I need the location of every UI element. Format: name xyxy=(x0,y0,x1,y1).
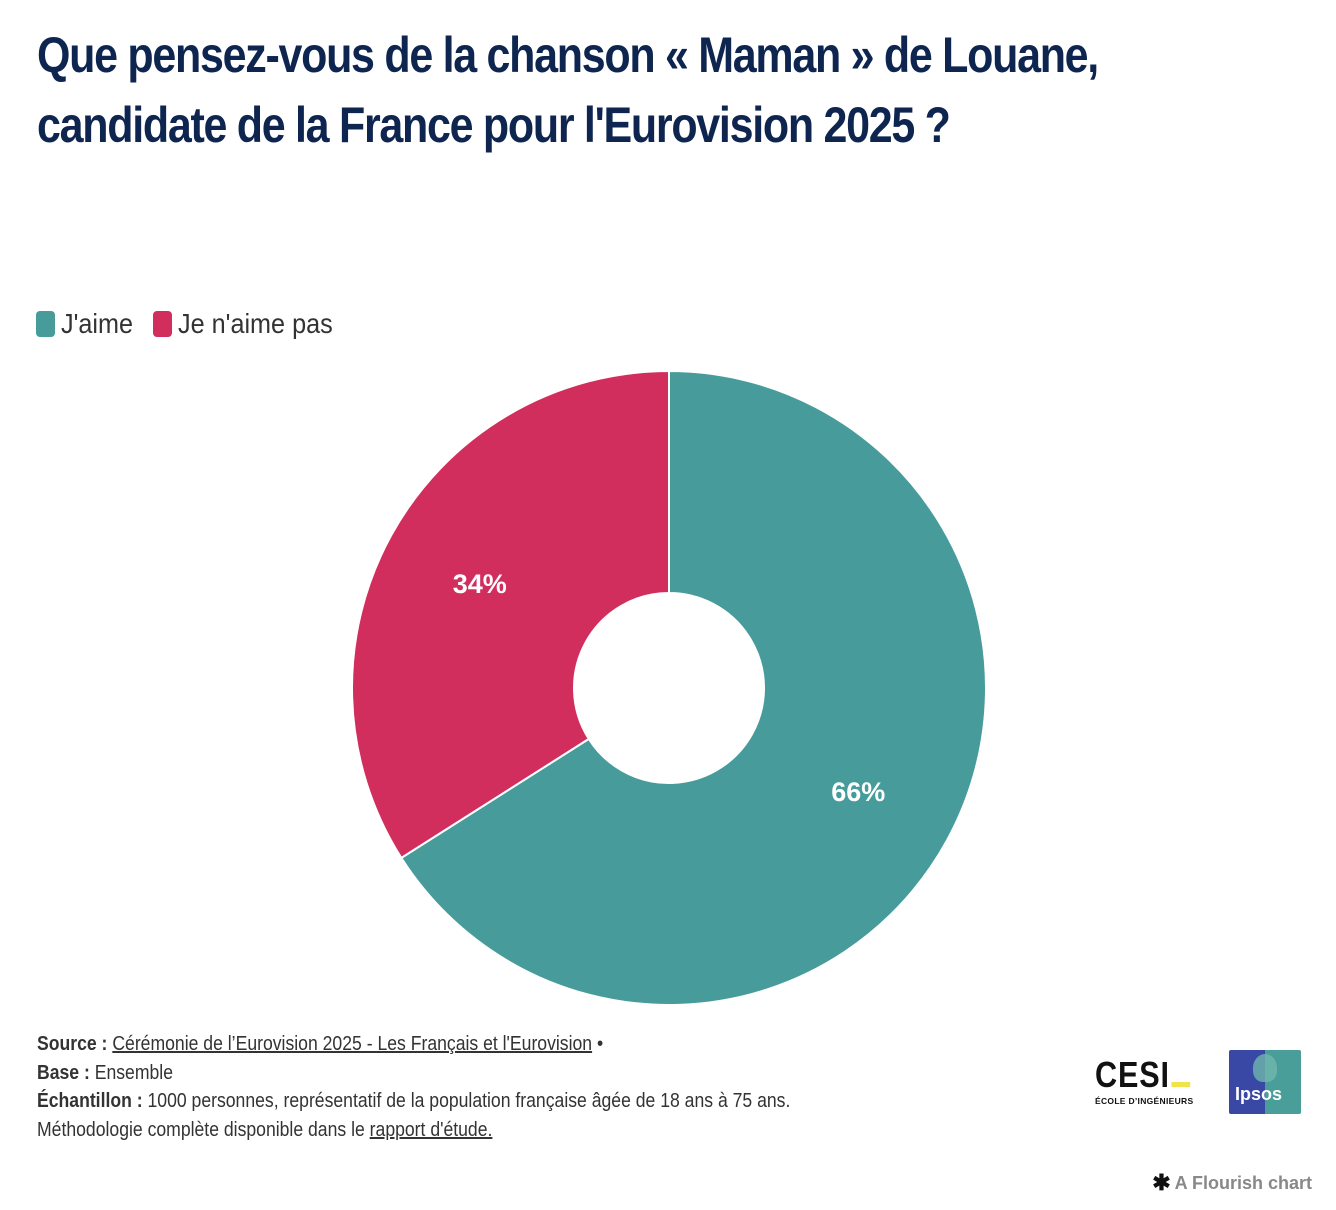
legend-swatch-jaime xyxy=(36,311,55,337)
donut-slice-je-naime-pas[interactable] xyxy=(351,369,670,860)
flourish-asterisk-icon: ✱ xyxy=(1152,1170,1171,1195)
base-line: Base : Ensemble xyxy=(37,1059,790,1088)
flourish-credit[interactable]: ✱ A Flourish chart xyxy=(1152,1172,1312,1194)
flourish-credit-label: A Flourish chart xyxy=(1174,1172,1312,1193)
methodology-line: Méthodologie complète disponible dans le… xyxy=(37,1116,790,1145)
base-label: Base : xyxy=(37,1061,90,1084)
source-separator: • xyxy=(592,1033,604,1055)
sample-line: Échantillon : 1000 personnes, représenta… xyxy=(37,1087,790,1116)
ipsos-logo: Ipsos xyxy=(1229,1050,1302,1114)
cesi-subtitle: ÉCOLE D’INGÉNIEURS xyxy=(1095,1096,1194,1106)
source-line: Source : Cérémonie de l’Eurovision 2025 … xyxy=(37,1030,790,1059)
data-label-je-naime-pas: 34% xyxy=(453,569,507,599)
cesi-underscore-icon xyxy=(1171,1082,1191,1087)
cesi-logo: CESI ÉCOLE D’INGÉNIEURS xyxy=(1095,1057,1207,1107)
study-report-link[interactable]: rapport d'étude. xyxy=(369,1118,493,1141)
data-label-jaime: 66% xyxy=(831,777,885,807)
sample-label: Échantillon : xyxy=(37,1090,143,1112)
legend-item-jaime[interactable]: J'aime xyxy=(36,308,141,340)
base-value: Ensemble xyxy=(89,1061,173,1084)
ipsos-wordmark: Ipsos xyxy=(1235,1084,1283,1104)
source-label: Source : xyxy=(37,1033,108,1055)
methodology-text: Méthodologie complète disponible dans le xyxy=(37,1118,370,1141)
legend-item-je-naime-pas[interactable]: Je n'aime pas xyxy=(153,308,350,340)
donut-slice-jaime[interactable] xyxy=(399,369,987,1006)
legend: J'aime Je n'aime pas xyxy=(36,308,362,340)
chart-footer: Source : Cérémonie de l’Eurovision 2025 … xyxy=(37,1030,790,1144)
legend-swatch-je-naime-pas xyxy=(153,311,173,337)
cesi-wordmark: CESI xyxy=(1095,1054,1170,1095)
partner-logos: CESI ÉCOLE D’INGÉNIEURS Ipsos xyxy=(1095,1050,1302,1114)
donut-chart: 66% 34% xyxy=(351,369,987,1006)
source-link[interactable]: Cérémonie de l’Eurovision 2025 - Les Fra… xyxy=(112,1033,593,1055)
chart-title: Que pensez-vous de la chanson « Maman » … xyxy=(37,27,1099,153)
legend-label: J'aime xyxy=(61,308,134,339)
ipsos-head-icon xyxy=(1253,1054,1278,1082)
sample-value: 1000 personnes, représentatif de la popu… xyxy=(142,1090,791,1112)
legend-label: Je n'aime pas xyxy=(178,308,333,339)
